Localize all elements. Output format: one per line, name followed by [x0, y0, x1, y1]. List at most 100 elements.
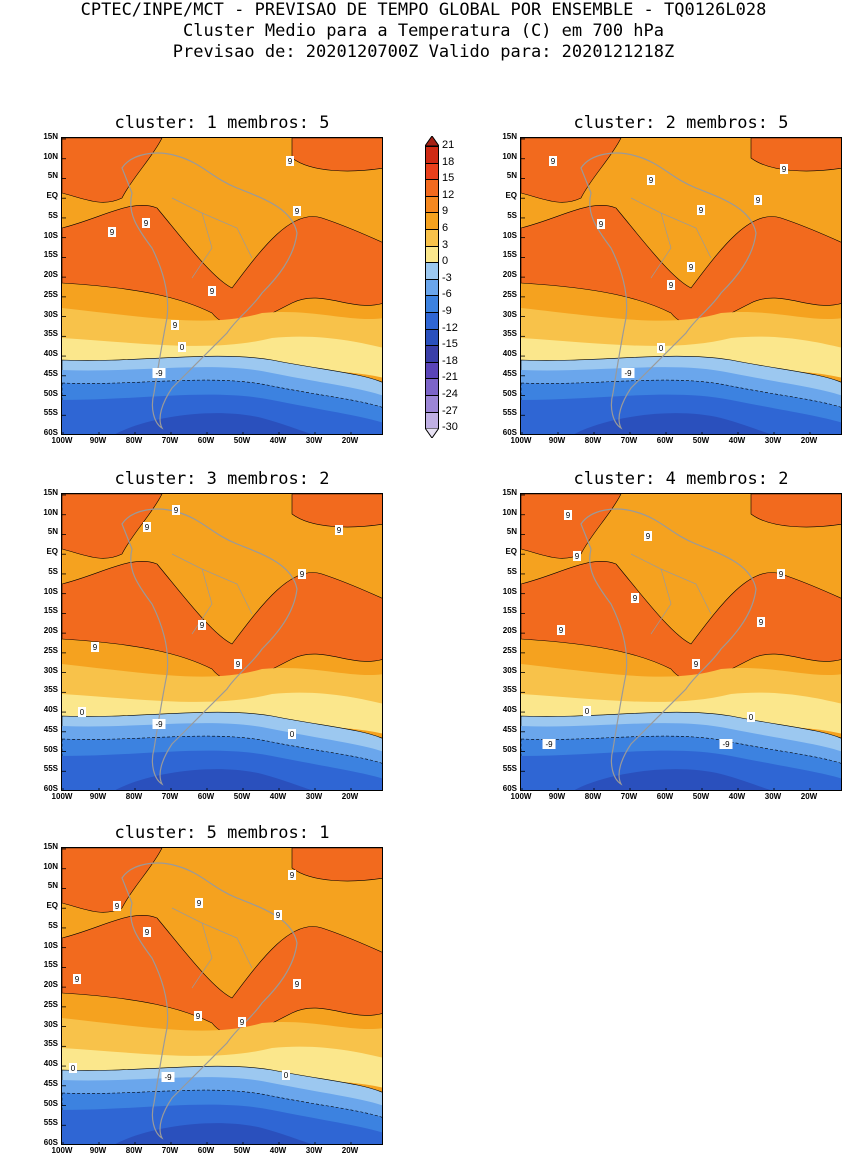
contour-label-bg — [564, 510, 572, 520]
contour-label-bg — [69, 1063, 77, 1073]
contour-label: 9 — [669, 281, 674, 290]
contour-label: 9 — [649, 176, 654, 185]
lat-label: 40S — [43, 705, 58, 715]
colorbar-segment — [425, 411, 439, 429]
band-minus-15 — [574, 413, 771, 434]
contour-label-bg — [78, 707, 86, 717]
panel-title-1: cluster: 1 membros: 5 — [114, 113, 330, 133]
lon-label: 70W — [620, 436, 638, 445]
lon-label: 80W — [584, 792, 602, 801]
contour-label: 9 — [759, 618, 764, 627]
lon-label: 20W — [341, 436, 359, 445]
lon-label: 80W — [125, 1146, 143, 1155]
lon-label: 70W — [620, 792, 638, 801]
contour-label: 9 — [694, 660, 699, 669]
contour-label-bg — [208, 286, 216, 296]
continent-outline — [121, 152, 298, 430]
colorbar-label: 18 — [442, 155, 455, 168]
country-borders — [630, 197, 712, 279]
lon-label: 100W — [51, 792, 73, 801]
contour-label-bg — [274, 910, 282, 920]
contour-label: -9 — [545, 740, 553, 749]
contour-label: 9 — [566, 511, 571, 520]
lon-label: 30W — [305, 1146, 323, 1155]
lon-label: 90W — [89, 1146, 107, 1155]
colorbar-label: -3 — [442, 271, 452, 284]
lat-label: 35S — [43, 685, 58, 695]
lat-label: EQ — [46, 547, 58, 557]
lat-label: 55S — [43, 1118, 58, 1128]
contour-label: 0 — [749, 713, 754, 722]
warm-band — [521, 560, 841, 682]
lon-label: 50W — [233, 792, 251, 801]
temperature-map-4: 9 9 9 9 9 9 9 9 0 0 -9 -9 — [520, 493, 842, 791]
band-minus-15 — [574, 769, 771, 790]
contour-label: 9 — [551, 157, 556, 166]
colorbar-segment — [425, 245, 439, 263]
colorbar-label: 21 — [442, 139, 455, 151]
colorbar-label: -6 — [442, 288, 452, 301]
lat-label: EQ — [505, 191, 517, 201]
warm-north-west — [521, 138, 622, 203]
lon-label: 70W — [161, 436, 179, 445]
colorbar-label: -12 — [442, 321, 458, 334]
lon-label: 60W — [656, 792, 674, 801]
lat-label: 50S — [502, 744, 517, 754]
contour-label-bg — [143, 927, 151, 937]
country-borders — [630, 553, 712, 635]
contour-label-bg — [747, 712, 755, 722]
contour-label: 9 — [145, 523, 150, 532]
contour-label: -9 — [155, 369, 163, 378]
contour-label-bg — [293, 979, 301, 989]
contour-label: 9 — [144, 219, 149, 228]
lat-label: 35S — [502, 329, 517, 339]
lon-label: 60W — [197, 792, 215, 801]
lon-label: 70W — [161, 792, 179, 801]
contour-label: 0 — [585, 707, 590, 716]
contour-label-bg — [667, 280, 675, 290]
contour-label: 9 — [276, 911, 281, 920]
lat-label: 15N — [502, 488, 517, 497]
contour-label-bg — [335, 525, 343, 535]
lat-label: 15S — [502, 250, 517, 260]
lat-label: 10S — [43, 586, 58, 596]
continent-outline — [580, 152, 757, 430]
lat-label: 20S — [502, 270, 517, 280]
lat-label: 35S — [43, 329, 58, 339]
colorbar-label: -24 — [442, 388, 458, 400]
contour-label: 9 — [290, 871, 295, 880]
colorbar-segment — [425, 162, 439, 180]
lat-label: 15S — [43, 606, 58, 616]
contour-label: 9 — [575, 552, 580, 561]
lat-label: 50S — [43, 388, 58, 398]
colorbar-segment — [425, 328, 439, 346]
contour-label-bg — [194, 1011, 202, 1021]
contour-label: 0 — [290, 730, 295, 739]
lat-label: 10N — [43, 507, 58, 517]
lat-label: 45S — [43, 1078, 58, 1088]
colorbar-top-arrow — [425, 136, 439, 146]
contour-label-bg — [143, 522, 151, 532]
contour-label-bg — [692, 659, 700, 669]
contour-label-bg — [172, 505, 180, 515]
warm-band — [62, 204, 382, 326]
colorbar — [425, 136, 439, 439]
contour-label-bg — [161, 1072, 175, 1082]
contour-label: 0 — [284, 1071, 289, 1080]
lon-label: 90W — [548, 436, 566, 445]
warm-band — [521, 204, 841, 326]
lon-label: 60W — [197, 1146, 215, 1155]
contour-label: 9 — [210, 287, 215, 296]
band-minus-15 — [115, 413, 312, 434]
contour-label: 9 — [288, 157, 293, 166]
contour-label: 9 — [240, 1018, 245, 1027]
contour-label: 0 — [80, 708, 85, 717]
colorbar-segment — [425, 278, 439, 296]
warm-north-west — [62, 494, 163, 559]
contour-label-bg — [178, 342, 186, 352]
colorbar-segment — [425, 345, 439, 362]
lon-label: 80W — [125, 792, 143, 801]
contour-label-bg — [282, 1070, 290, 1080]
contour-label-bg — [293, 206, 301, 216]
warm-north-east — [750, 494, 841, 528]
